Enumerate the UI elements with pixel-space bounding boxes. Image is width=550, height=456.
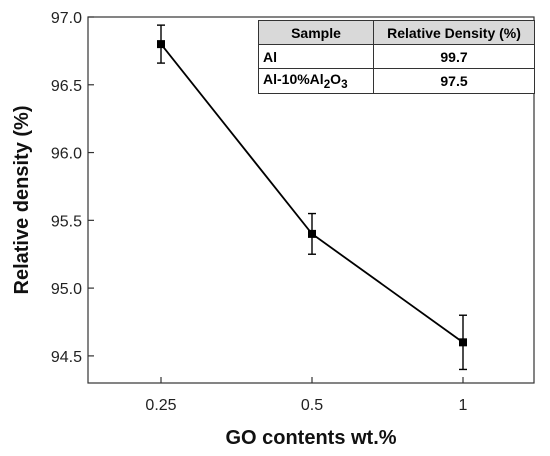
plot-frame — [87, 16, 535, 384]
sample-cell: Al — [258, 44, 374, 69]
series-layer — [157, 24, 467, 371]
table-row: Al 99.7 — [258, 44, 535, 69]
y-tick-label: 95.5 — [51, 213, 82, 230]
subscript: 2 — [323, 77, 331, 91]
relative-density-table: Sample Relative Density (%) Al 99.7 Al-1… — [258, 20, 535, 94]
table-row: Al-10%Al2O3 97.5 — [258, 68, 535, 94]
data-point — [308, 229, 316, 238]
x-tick-label: 0.5 — [301, 397, 323, 414]
x-axis-title: GO contents wt.% — [225, 427, 396, 449]
y-tick-label: 97.0 — [51, 10, 82, 27]
y-axis-ticks: 94.5 95.0 95.5 96.0 96.5 97.0 — [51, 10, 94, 366]
data-point — [459, 338, 467, 347]
value-cell: 99.7 — [373, 44, 535, 69]
subscript: 3 — [341, 77, 348, 91]
y-tick-label: 94.5 — [51, 349, 82, 366]
data-point — [157, 40, 165, 49]
y-tick-label: 96.0 — [51, 146, 82, 163]
x-tick-label: 1 — [459, 397, 468, 414]
sample-cell: Al-10%Al2O3 — [258, 68, 374, 94]
sample-mid: O — [330, 71, 342, 87]
y-axis-title: Relative density (%) — [11, 106, 33, 295]
header-sample: Sample — [258, 20, 374, 45]
x-axis-ticks: 0.25 0.5 1 — [145, 377, 468, 414]
x-tick-label: 0.25 — [145, 397, 176, 414]
table-header-row: Sample Relative Density (%) — [258, 20, 535, 45]
header-relative-density: Relative Density (%) — [373, 20, 535, 45]
sample-prefix: Al-10%Al — [263, 71, 324, 87]
value-cell: 97.5 — [373, 68, 535, 94]
y-tick-label: 96.5 — [51, 78, 82, 95]
y-tick-label: 95.0 — [51, 281, 82, 298]
